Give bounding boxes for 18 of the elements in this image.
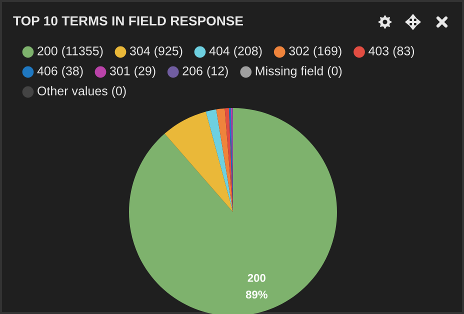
pie-slice — [129, 108, 337, 314]
pie-slice — [216, 108, 233, 212]
chart-title: TOP 10 TERMS IN FIELD RESPONSE — [13, 16, 243, 26]
legend-label: 404 (208) — [209, 46, 262, 58]
legend-label: 403 (83) — [368, 46, 414, 58]
legend-label: Other values (0) — [38, 86, 126, 98]
pie-slice — [224, 108, 233, 212]
text: 200 — [248, 274, 266, 282]
text: 89% — [246, 290, 268, 299]
legend-label: 406 (38) — [37, 66, 83, 78]
legend-label: 206 (12) — [182, 66, 228, 78]
legend-label: 301 (29) — [110, 66, 156, 78]
legend-label: 302 (169) — [289, 46, 342, 58]
pie-slice — [164, 112, 233, 212]
legend-label: 304 (925) — [130, 46, 182, 58]
legend-label: Missing field (0) — [256, 66, 342, 78]
pie-slice — [206, 109, 233, 212]
legend-label: 200 (11355) — [38, 46, 103, 58]
